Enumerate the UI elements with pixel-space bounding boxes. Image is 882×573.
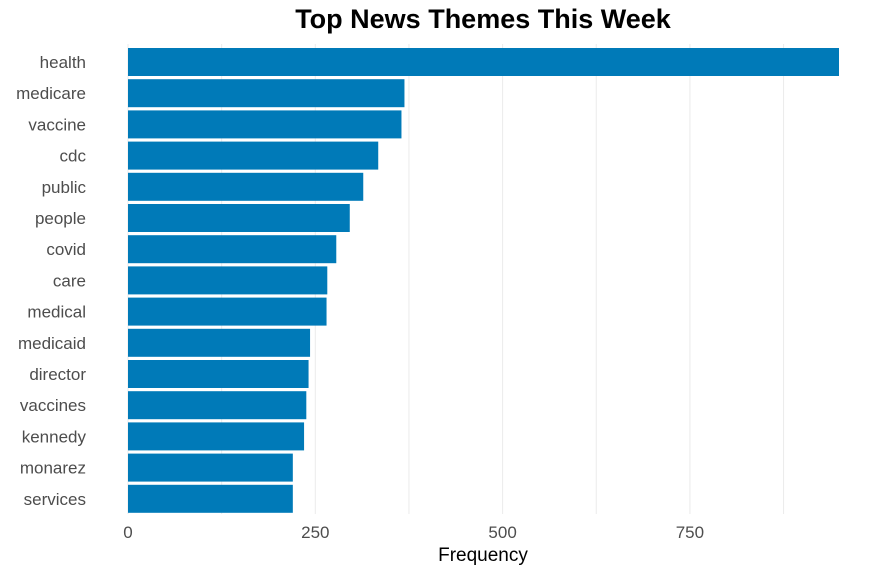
x-tick-label: 250 [301, 523, 329, 542]
bar-covid [128, 235, 337, 264]
chart-title: Top News Themes This Week [295, 4, 672, 34]
y-tick-label-director: director [29, 365, 86, 384]
y-axis-tick-labels: health medicare vaccine cdc public people covi… [16, 53, 86, 509]
y-tick-label-public: public [42, 178, 87, 197]
bar-medicare [128, 79, 405, 108]
y-tick-label-cdc: cdc [60, 147, 87, 166]
y-tick-label-vaccine: vaccine [28, 115, 86, 134]
bar-director [128, 360, 309, 388]
y-tick-label-medicaid: medicaid [18, 334, 86, 353]
bar-medicaid [128, 328, 311, 357]
bar-vaccines [128, 391, 307, 420]
x-axis-title: Frequency [438, 545, 528, 566]
x-tick-label: 0 [123, 523, 132, 542]
bar-care [128, 266, 328, 295]
bar-people [128, 204, 350, 232]
y-tick-label-people: people [35, 209, 86, 228]
bar-monarez [128, 453, 293, 482]
bar-medical [128, 297, 327, 326]
bar-services [128, 484, 293, 513]
bar-kennedy [128, 422, 305, 451]
y-tick-label-vaccines: vaccines [20, 396, 86, 415]
y-tick-label-medicare: medicare [16, 84, 86, 103]
bars [128, 48, 839, 513]
x-tick-label: 500 [488, 523, 516, 542]
y-tick-label-care: care [53, 271, 86, 290]
y-tick-label-health: health [40, 53, 86, 72]
y-tick-label-kennedy: kennedy [22, 427, 87, 446]
y-tick-label-covid: covid [46, 240, 86, 259]
bar-vaccine [128, 110, 402, 139]
y-tick-label-medical: medical [27, 303, 86, 322]
y-tick-label-monarez: monarez [20, 459, 86, 478]
bar-health [128, 48, 839, 76]
y-tick-label-services: services [24, 490, 86, 509]
x-axis-tick-labels: 0 250 500 750 [123, 523, 704, 542]
x-tick-label: 750 [676, 523, 704, 542]
bar-public [128, 172, 364, 201]
bar-cdc [128, 141, 379, 170]
